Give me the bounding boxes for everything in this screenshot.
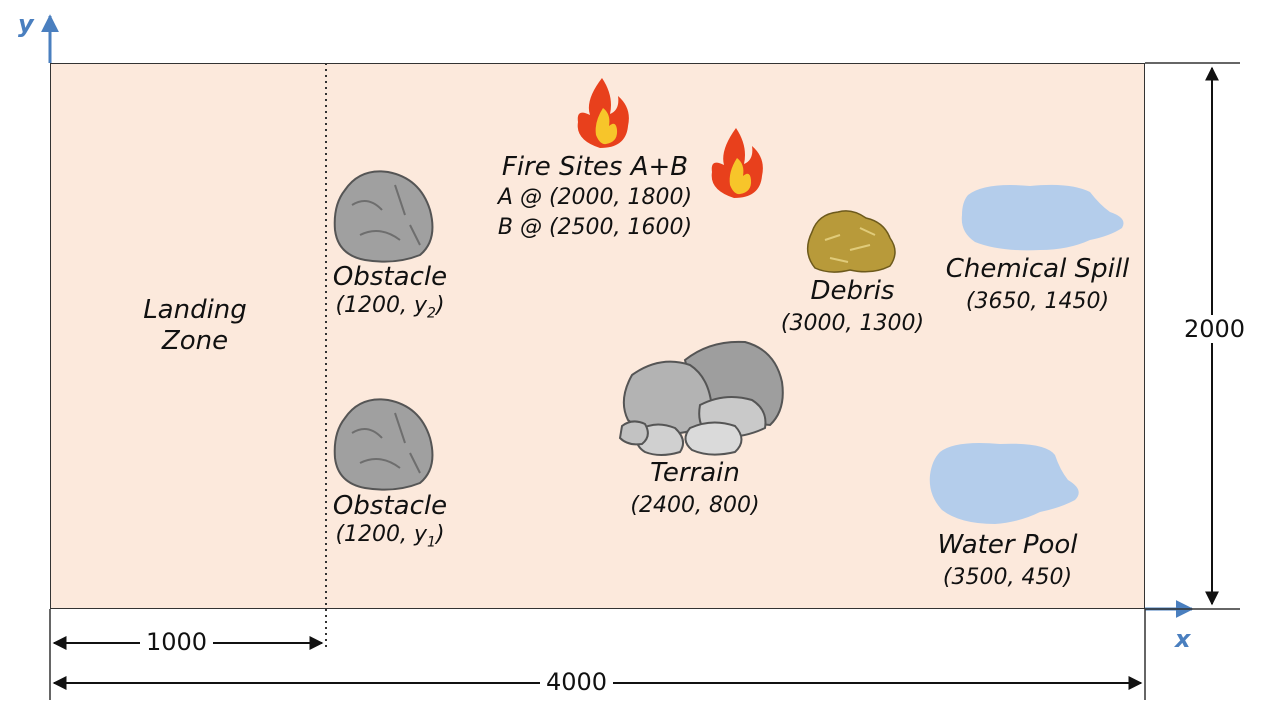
terrain-label: Terrain (2400, 800) (610, 458, 780, 520)
landing-zone-line2: Zone (161, 326, 229, 357)
water-pool-shape (929, 443, 1079, 524)
water-pool-label: Water Pool (3500, 450) (915, 530, 1100, 592)
landing-width-label: 1000 (140, 628, 214, 656)
debris-label: Debris (3000, 1300) (765, 276, 940, 338)
rock-icon-upper (333, 170, 434, 263)
terrain-icon (618, 340, 784, 456)
chemical-spill-label: Chemical Spill (3650, 1450) (930, 254, 1145, 316)
fire-site-b-coord: B @ (2500, 1600) (497, 214, 693, 240)
x-axis-label: x (1175, 625, 1191, 653)
landing-zone-label: Landing Zone (120, 295, 270, 357)
obstacle-upper-name: Obstacle (332, 262, 448, 292)
fire-icon-a (577, 78, 629, 148)
obstacle-lower-name: Obstacle (332, 491, 448, 521)
debris-coord: (3000, 1300) (780, 311, 925, 337)
obstacle-upper-coord: (1200, y2) (335, 293, 445, 322)
debris-name: Debris (810, 276, 895, 306)
fire-sites-label: Fire Sites A+B A @ (2000, 1800) B @ (250… (470, 152, 720, 241)
obstacle-upper-subscript: 2 (427, 305, 436, 322)
water-pool-coord: (3500, 450) (942, 565, 1073, 591)
chemical-spill-name: Chemical Spill (945, 254, 1130, 284)
landing-zone-line1: Landing (143, 295, 247, 325)
total-width-label: 4000 (540, 668, 614, 696)
rock-icon-lower (333, 398, 434, 491)
height-dimension-label: 2000 (1178, 315, 1252, 343)
obstacle-lower-label: Obstacle (1200, y1) (320, 491, 460, 551)
terrain-coord: (2400, 800) (630, 493, 760, 519)
chemical-spill-shape (961, 184, 1124, 251)
y-axis-label: y (18, 10, 34, 38)
water-pool-name: Water Pool (937, 530, 1078, 560)
terrain-name: Terrain (650, 458, 740, 488)
fire-icon-b (711, 128, 763, 198)
obstacle-lower-coord: (1200, y1) (335, 522, 445, 551)
debris-icon (806, 210, 896, 273)
fire-sites-title: Fire Sites A+B (501, 152, 689, 182)
chemical-spill-coord: (3650, 1450) (965, 289, 1110, 315)
obstacle-upper-label: Obstacle (1200, y2) (320, 262, 460, 322)
obstacle-lower-subscript: 1 (427, 534, 436, 551)
fire-site-a-coord: A @ (2000, 1800) (497, 185, 693, 211)
